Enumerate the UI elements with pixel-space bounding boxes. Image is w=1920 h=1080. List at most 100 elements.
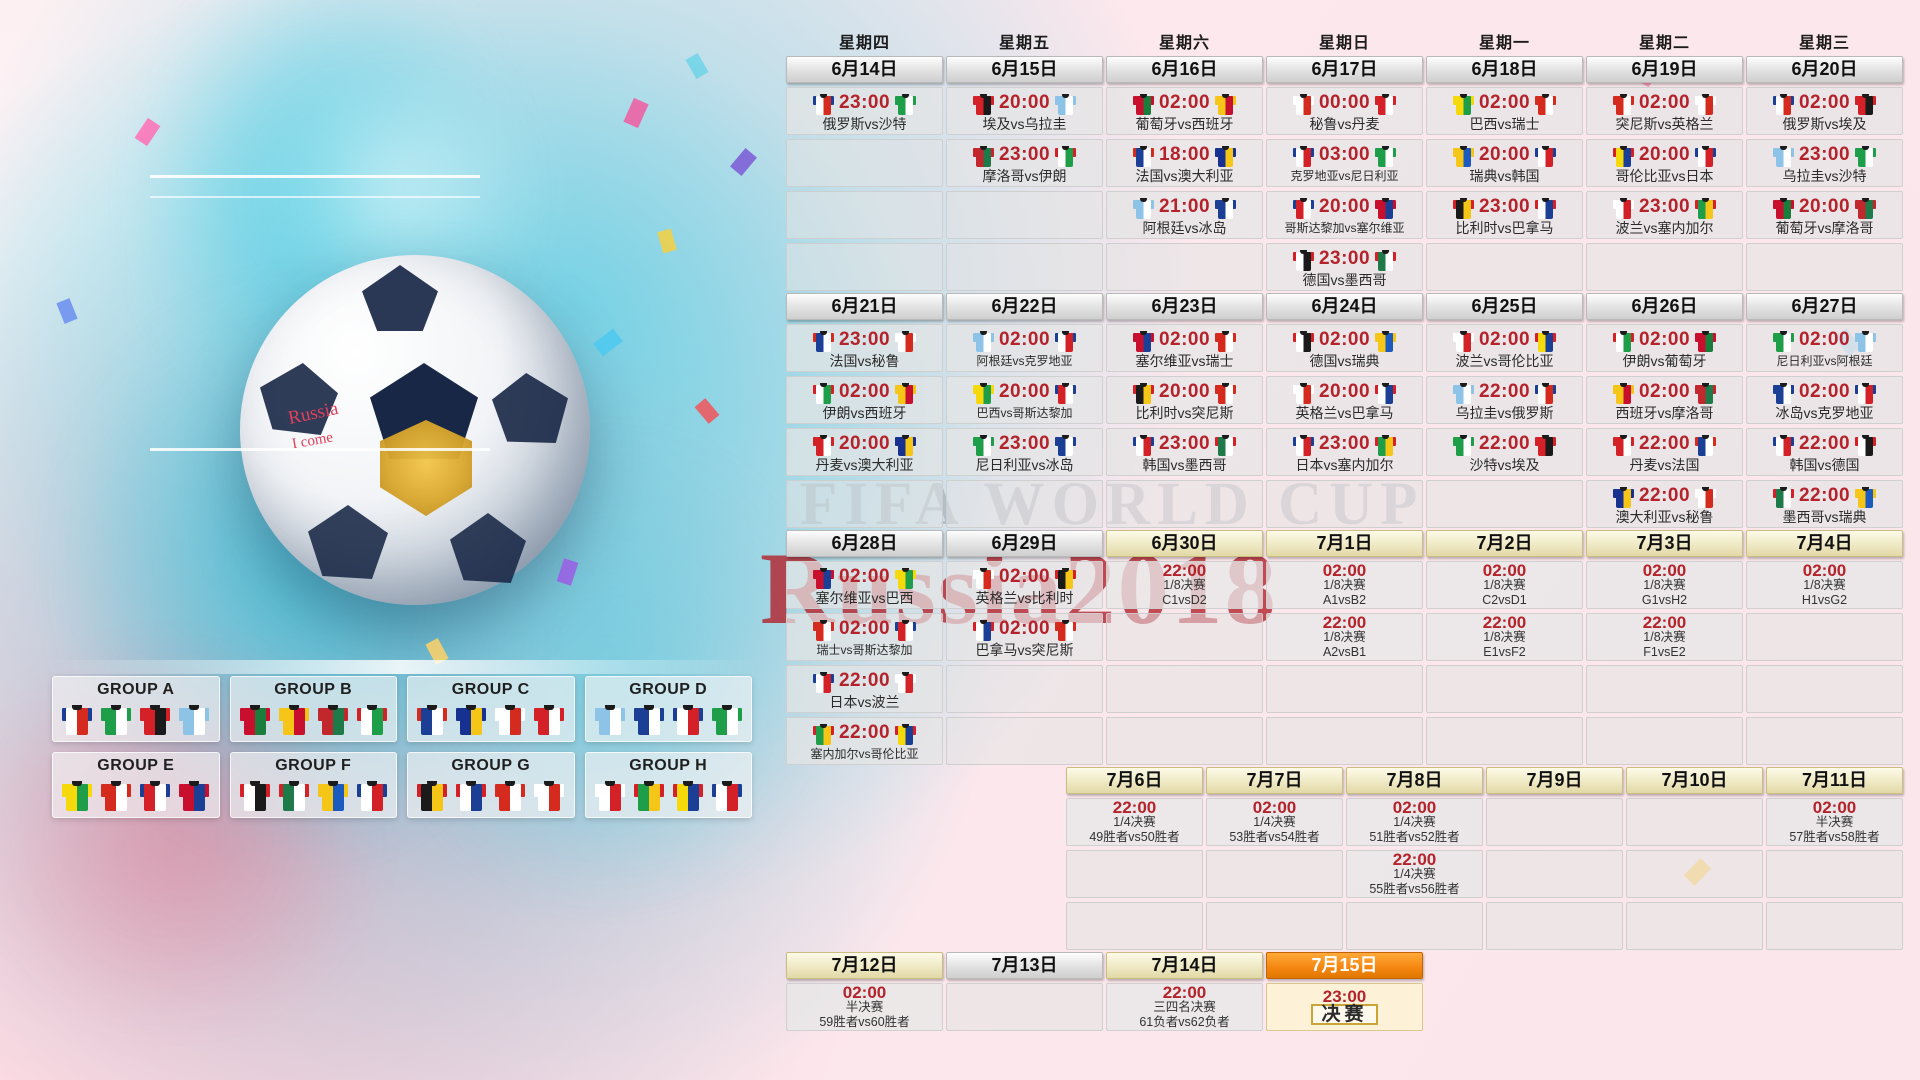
match-cell[interactable]: 02:00 塞尔维亚vs巴西 — [786, 561, 943, 609]
match-cell[interactable]: 02:00 阿根廷vs克罗地亚 — [946, 324, 1103, 372]
date-header[interactable]: 6月21日 — [786, 293, 943, 320]
match-cell[interactable]: 22:00 丹麦vs法国 — [1586, 428, 1743, 476]
match-cell[interactable]: 22:00 日本vs波兰 — [786, 665, 943, 713]
match-cell[interactable]: 23:00 波兰vs塞内加尔 — [1586, 191, 1743, 239]
knockout-match-cell[interactable]: 22:00 1/4决赛 55胜者vs56胜者 — [1346, 850, 1483, 898]
date-header[interactable]: 7月2日 — [1426, 530, 1583, 557]
knockout-match-cell[interactable]: 02:00 1/8决赛 C2vsD1 — [1426, 561, 1583, 609]
match-cell[interactable]: 20:00 葡萄牙vs摩洛哥 — [1746, 191, 1903, 239]
knockout-match-cell[interactable]: 02:00 半决赛 57胜者vs58胜者 — [1766, 798, 1903, 846]
match-cell[interactable]: 02:00 塞尔维亚vs瑞士 — [1106, 324, 1263, 372]
date-header[interactable]: 6月30日 — [1106, 530, 1263, 557]
group-box-e[interactable]: GROUP E — [52, 752, 220, 818]
date-header[interactable]: 6月28日 — [786, 530, 943, 557]
match-cell[interactable]: 02:00 尼日利亚vs阿根廷 — [1746, 324, 1903, 372]
date-header[interactable]: 6月14日 — [786, 56, 943, 83]
match-cell[interactable]: 20:00 丹麦vs澳大利亚 — [786, 428, 943, 476]
date-header[interactable]: 6月19日 — [1586, 56, 1743, 83]
match-cell[interactable]: 23:00 俄罗斯vs沙特 — [786, 87, 943, 135]
match-cell[interactable]: 23:00 比利时vs巴拿马 — [1426, 191, 1583, 239]
match-cell[interactable]: 02:00 冰岛vs克罗地亚 — [1746, 376, 1903, 424]
match-cell[interactable]: 02:00 巴西vs瑞士 — [1426, 87, 1583, 135]
date-header[interactable]: 6月29日 — [946, 530, 1103, 557]
group-box-b[interactable]: GROUP B — [229, 676, 397, 742]
match-cell[interactable]: 23:00 日本vs塞内加尔 — [1266, 428, 1423, 476]
group-box-f[interactable]: GROUP F — [229, 752, 397, 818]
match-cell[interactable]: 20:00 哥伦比亚vs日本 — [1586, 139, 1743, 187]
match-cell[interactable]: 18:00 法国vs澳大利亚 — [1106, 139, 1263, 187]
date-header[interactable]: 7月1日 — [1266, 530, 1423, 557]
knockout-match-cell[interactable]: 22:00 1/8决赛 F1vsE2 — [1586, 613, 1743, 661]
match-cell[interactable]: 23:00 尼日利亚vs冰岛 — [946, 428, 1103, 476]
group-box-h[interactable]: GROUP H — [584, 752, 752, 818]
match-cell[interactable]: 20:00 英格兰vs巴拿马 — [1266, 376, 1423, 424]
date-header[interactable]: 7月3日 — [1586, 530, 1743, 557]
match-cell[interactable]: 02:00 波兰vs哥伦比亚 — [1426, 324, 1583, 372]
match-cell[interactable]: 20:00 埃及vs乌拉圭 — [946, 87, 1103, 135]
knockout-match-cell[interactable]: 02:00 1/4决赛 51胜者vs52胜者 — [1346, 798, 1483, 846]
match-cell[interactable]: 23:00 韩国vs墨西哥 — [1106, 428, 1263, 476]
final-match-cell[interactable]: 23:00 决赛 — [1266, 983, 1423, 1031]
date-header[interactable]: 6月26日 — [1586, 293, 1743, 320]
match-cell[interactable]: 02:00 西班牙vs摩洛哥 — [1586, 376, 1743, 424]
date-header[interactable]: 7月10日 — [1626, 767, 1763, 794]
group-box-d[interactable]: GROUP D — [584, 676, 752, 742]
date-header[interactable]: 7月13日 — [946, 952, 1103, 979]
date-header[interactable]: 7月7日 — [1206, 767, 1343, 794]
date-header[interactable]: 6月23日 — [1106, 293, 1263, 320]
match-cell[interactable]: 21:00 阿根廷vs冰岛 — [1106, 191, 1263, 239]
match-cell[interactable]: 22:00 澳大利亚vs秘鲁 — [1586, 480, 1743, 528]
date-header[interactable]: 7月15日 — [1266, 952, 1423, 979]
match-cell[interactable]: 02:00 葡萄牙vs西班牙 — [1106, 87, 1263, 135]
knockout-match-cell[interactable]: 22:00 1/8决赛 A2vsB1 — [1266, 613, 1423, 661]
match-cell[interactable]: 20:00 比利时vs突尼斯 — [1106, 376, 1263, 424]
group-box-g[interactable]: GROUP G — [407, 752, 575, 818]
date-header[interactable]: 7月11日 — [1766, 767, 1903, 794]
match-cell[interactable]: 23:00 法国vs秘鲁 — [786, 324, 943, 372]
date-header[interactable]: 6月27日 — [1746, 293, 1903, 320]
knockout-match-cell[interactable]: 22:00 三四名决赛 61负者vs62负者 — [1106, 983, 1263, 1031]
knockout-match-cell[interactable]: 22:00 1/4决赛 49胜者vs50胜者 — [1066, 798, 1203, 846]
knockout-match-cell[interactable]: 02:00 1/4决赛 53胜者vs54胜者 — [1206, 798, 1343, 846]
match-cell[interactable]: 22:00 韩国vs德国 — [1746, 428, 1903, 476]
match-cell[interactable]: 02:00 德国vs瑞典 — [1266, 324, 1423, 372]
date-header[interactable]: 6月24日 — [1266, 293, 1423, 320]
match-cell[interactable]: 20:00 哥斯达黎加vs塞尔维亚 — [1266, 191, 1423, 239]
knockout-match-cell[interactable]: 02:00 1/8决赛 A1vsB2 — [1266, 561, 1423, 609]
date-header[interactable]: 7月6日 — [1066, 767, 1203, 794]
date-header[interactable]: 6月15日 — [946, 56, 1103, 83]
match-cell[interactable]: 22:00 沙特vs埃及 — [1426, 428, 1583, 476]
match-cell[interactable]: 20:00 瑞典vs韩国 — [1426, 139, 1583, 187]
knockout-match-cell[interactable]: 02:00 1/8决赛 H1vsG2 — [1746, 561, 1903, 609]
match-cell[interactable]: 02:00 伊朗vs葡萄牙 — [1586, 324, 1743, 372]
knockout-match-cell[interactable]: 02:00 1/8决赛 G1vsH2 — [1586, 561, 1743, 609]
knockout-match-cell[interactable]: 22:00 1/8决赛 C1vsD2 — [1106, 561, 1263, 609]
match-cell[interactable]: 02:00 伊朗vs西班牙 — [786, 376, 943, 424]
match-cell[interactable]: 02:00 瑞士vs哥斯达黎加 — [786, 613, 943, 661]
match-cell[interactable]: 02:00 俄罗斯vs埃及 — [1746, 87, 1903, 135]
knockout-match-cell[interactable]: 22:00 1/8决赛 E1vsF2 — [1426, 613, 1583, 661]
match-cell[interactable]: 23:00 摩洛哥vs伊朗 — [946, 139, 1103, 187]
date-header[interactable]: 6月17日 — [1266, 56, 1423, 83]
date-header[interactable]: 6月18日 — [1426, 56, 1583, 83]
date-header[interactable]: 7月12日 — [786, 952, 943, 979]
match-cell[interactable]: 02:00 突尼斯vs英格兰 — [1586, 87, 1743, 135]
date-header[interactable]: 7月14日 — [1106, 952, 1263, 979]
knockout-match-cell[interactable]: 02:00 半决赛 59胜者vs60胜者 — [786, 983, 943, 1031]
group-box-c[interactable]: GROUP C — [407, 676, 575, 742]
match-cell[interactable]: 03:00 克罗地亚vs尼日利亚 — [1266, 139, 1423, 187]
match-cell[interactable]: 22:00 乌拉圭vs俄罗斯 — [1426, 376, 1583, 424]
group-box-a[interactable]: GROUP A — [52, 676, 220, 742]
match-cell[interactable]: 22:00 塞内加尔vs哥伦比亚 — [786, 717, 943, 765]
match-cell[interactable]: 02:00 英格兰vs比利时 — [946, 561, 1103, 609]
match-cell[interactable]: 23:00 乌拉圭vs沙特 — [1746, 139, 1903, 187]
date-header[interactable]: 6月25日 — [1426, 293, 1583, 320]
date-header[interactable]: 7月8日 — [1346, 767, 1483, 794]
date-header[interactable]: 6月20日 — [1746, 56, 1903, 83]
date-header[interactable]: 7月9日 — [1486, 767, 1623, 794]
date-header[interactable]: 6月22日 — [946, 293, 1103, 320]
match-cell[interactable]: 23:00 德国vs墨西哥 — [1266, 243, 1423, 291]
date-header[interactable]: 6月16日 — [1106, 56, 1263, 83]
match-cell[interactable]: 22:00 墨西哥vs瑞典 — [1746, 480, 1903, 528]
match-cell[interactable]: 20:00 巴西vs哥斯达黎加 — [946, 376, 1103, 424]
